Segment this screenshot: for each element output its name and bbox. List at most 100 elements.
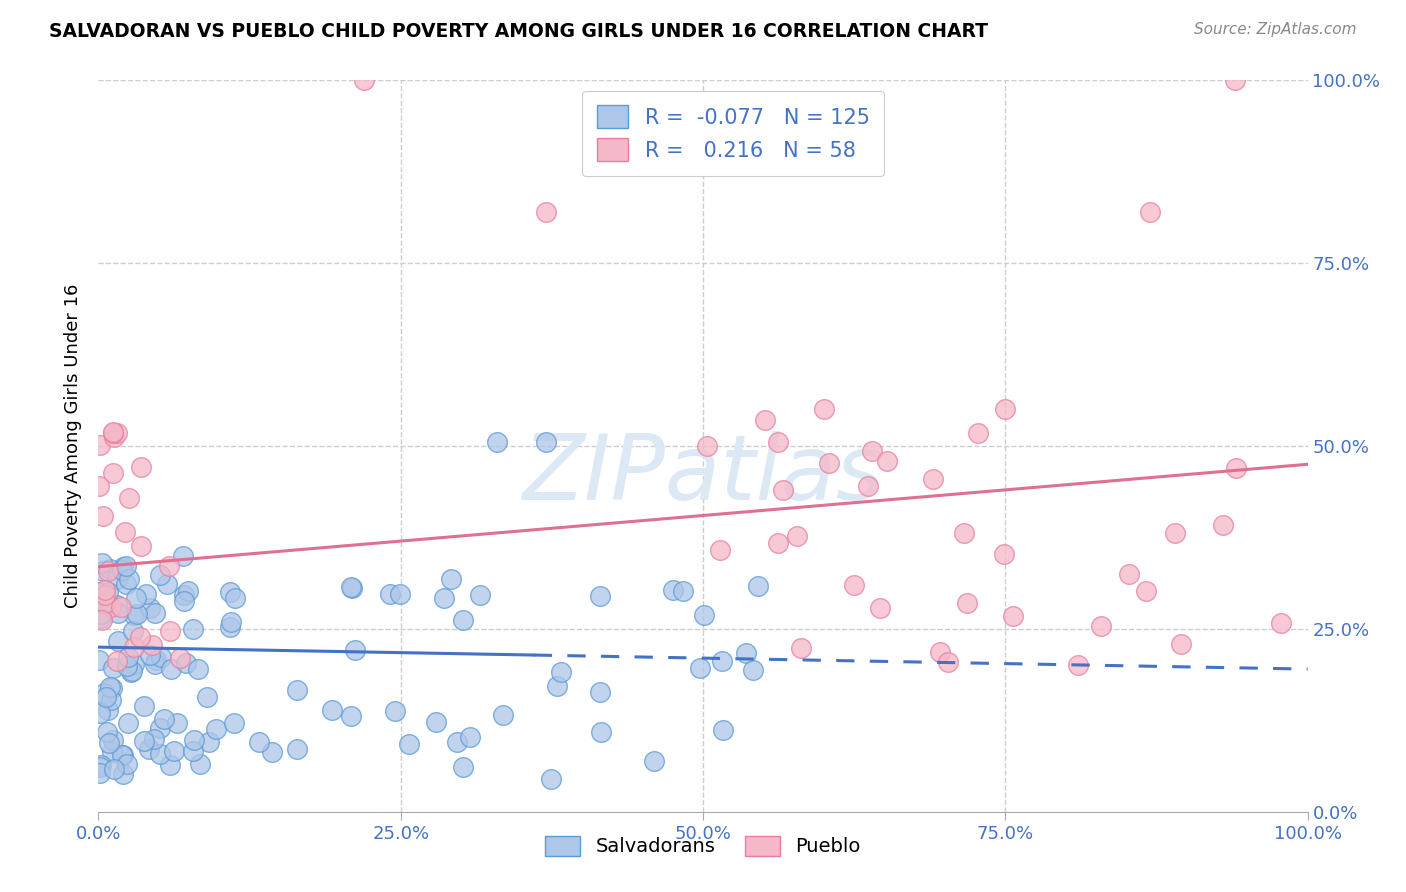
Point xyxy=(114,524,136,539)
Point xyxy=(696,439,718,453)
Point xyxy=(398,737,420,751)
Point xyxy=(343,643,366,657)
Point xyxy=(260,746,283,760)
Point xyxy=(591,725,613,739)
Point xyxy=(285,682,308,697)
Point xyxy=(173,594,195,608)
Point xyxy=(97,564,120,578)
Point xyxy=(159,624,181,638)
Point xyxy=(754,413,776,427)
Point xyxy=(711,723,734,738)
Point xyxy=(117,715,139,730)
Point xyxy=(129,630,152,644)
Point xyxy=(101,661,124,675)
Point xyxy=(143,657,166,671)
Point xyxy=(89,759,111,773)
Y-axis label: Child Poverty Among Girls Under 16: Child Poverty Among Girls Under 16 xyxy=(65,284,83,608)
Point xyxy=(163,744,186,758)
Point xyxy=(772,483,794,498)
Point xyxy=(103,430,125,444)
Point xyxy=(1225,460,1247,475)
Point xyxy=(671,584,693,599)
Point xyxy=(122,657,145,672)
Point xyxy=(122,640,145,654)
Point xyxy=(224,591,246,605)
Point xyxy=(219,620,242,634)
Point xyxy=(818,456,841,470)
Point xyxy=(101,467,124,481)
Point xyxy=(709,543,731,558)
Point xyxy=(1090,619,1112,633)
Point xyxy=(157,559,180,574)
Point xyxy=(869,600,891,615)
Point xyxy=(105,425,128,440)
Point xyxy=(183,732,205,747)
Point xyxy=(138,742,160,756)
Point xyxy=(451,760,474,774)
Point xyxy=(440,573,463,587)
Point xyxy=(125,591,148,605)
Point xyxy=(994,402,1017,417)
Point xyxy=(786,529,808,543)
Point xyxy=(166,715,188,730)
Point xyxy=(100,600,122,615)
Point xyxy=(90,607,112,621)
Point xyxy=(94,583,117,598)
Point xyxy=(127,607,149,621)
Point xyxy=(1139,205,1161,219)
Point xyxy=(285,742,308,756)
Point xyxy=(173,588,195,602)
Point xyxy=(122,624,145,638)
Point xyxy=(111,748,134,763)
Point xyxy=(966,425,988,440)
Point xyxy=(177,584,200,599)
Point xyxy=(188,756,211,771)
Point xyxy=(132,734,155,748)
Point xyxy=(340,580,363,594)
Point xyxy=(143,606,166,620)
Point xyxy=(145,653,167,667)
Point xyxy=(153,712,176,726)
Point xyxy=(112,747,135,762)
Point xyxy=(460,730,482,744)
Text: Source: ZipAtlas.com: Source: ZipAtlas.com xyxy=(1194,22,1357,37)
Legend: Salvadorans, Pueblo: Salvadorans, Pueblo xyxy=(536,826,870,866)
Point xyxy=(195,690,218,704)
Point xyxy=(89,478,111,492)
Point xyxy=(91,613,114,627)
Point xyxy=(1118,567,1140,582)
Point xyxy=(468,589,491,603)
Point xyxy=(661,582,683,597)
Point xyxy=(546,679,568,693)
Point xyxy=(118,491,141,505)
Point xyxy=(221,615,243,629)
Point xyxy=(1170,637,1192,651)
Point xyxy=(91,564,114,578)
Point xyxy=(112,560,135,574)
Point xyxy=(101,681,124,695)
Point xyxy=(112,767,135,781)
Point xyxy=(97,736,120,750)
Point xyxy=(135,587,157,601)
Point xyxy=(842,578,865,592)
Point xyxy=(93,596,115,610)
Point xyxy=(205,722,228,736)
Point xyxy=(181,744,204,758)
Point xyxy=(87,585,110,599)
Point xyxy=(353,73,375,87)
Point xyxy=(117,756,139,771)
Point xyxy=(169,650,191,665)
Point xyxy=(789,641,811,656)
Point xyxy=(107,573,129,587)
Point xyxy=(115,559,138,574)
Point xyxy=(589,685,612,699)
Point xyxy=(149,721,172,735)
Point xyxy=(159,661,181,675)
Point xyxy=(340,708,363,723)
Point xyxy=(936,655,959,669)
Point xyxy=(384,704,406,718)
Point xyxy=(90,757,112,772)
Point xyxy=(101,732,124,747)
Point xyxy=(98,562,121,576)
Point xyxy=(550,665,572,679)
